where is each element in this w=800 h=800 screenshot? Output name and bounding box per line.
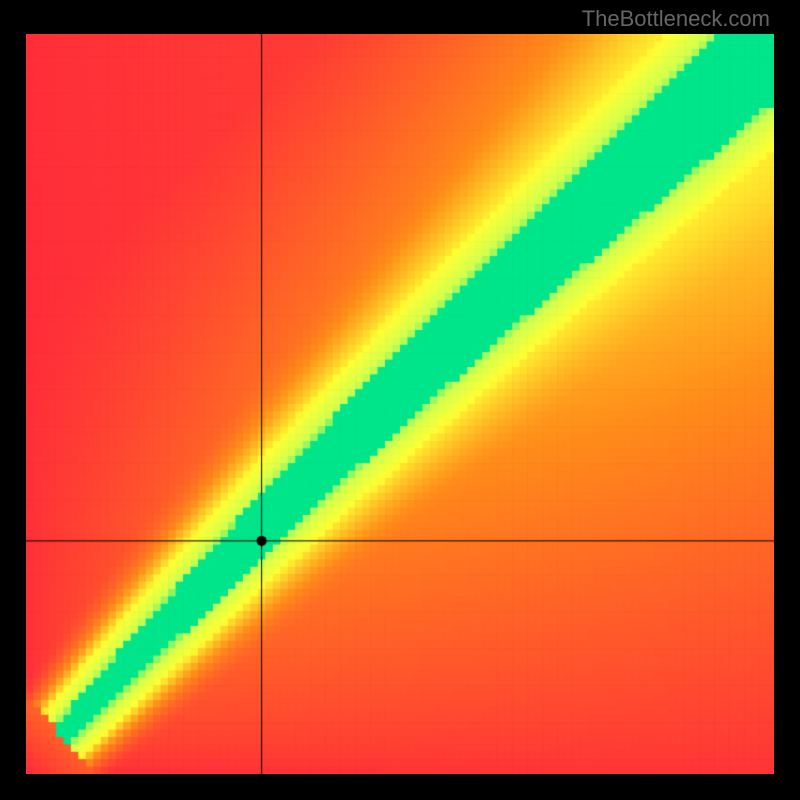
watermark-text: TheBottleneck.com <box>582 6 770 32</box>
chart-container: TheBottleneck.com <box>0 0 800 800</box>
plot-area <box>26 34 774 774</box>
bottleneck-heatmap <box>26 34 774 774</box>
